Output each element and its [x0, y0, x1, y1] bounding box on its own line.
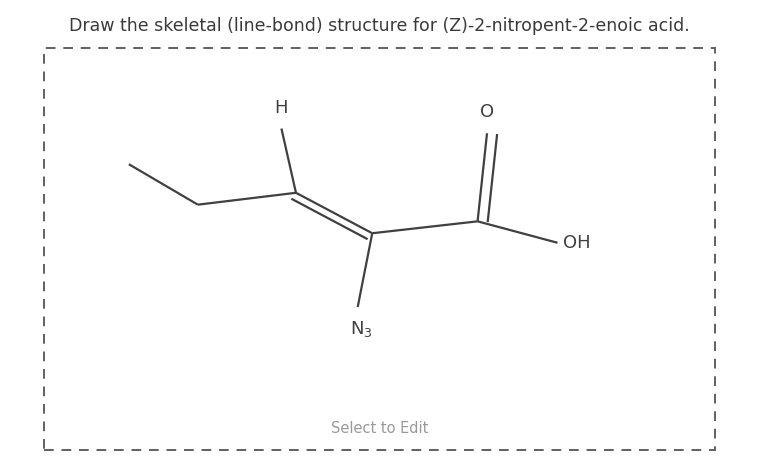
Text: Select to Edit: Select to Edit: [331, 421, 428, 436]
Text: O: O: [480, 103, 494, 121]
Text: OH: OH: [563, 234, 591, 252]
Text: N$_3$: N$_3$: [350, 319, 373, 339]
Text: H: H: [275, 99, 288, 117]
Text: Draw the skeletal (line-bond) structure for (Z)-2-nitropent-2-enoic acid.: Draw the skeletal (line-bond) structure …: [69, 17, 690, 35]
